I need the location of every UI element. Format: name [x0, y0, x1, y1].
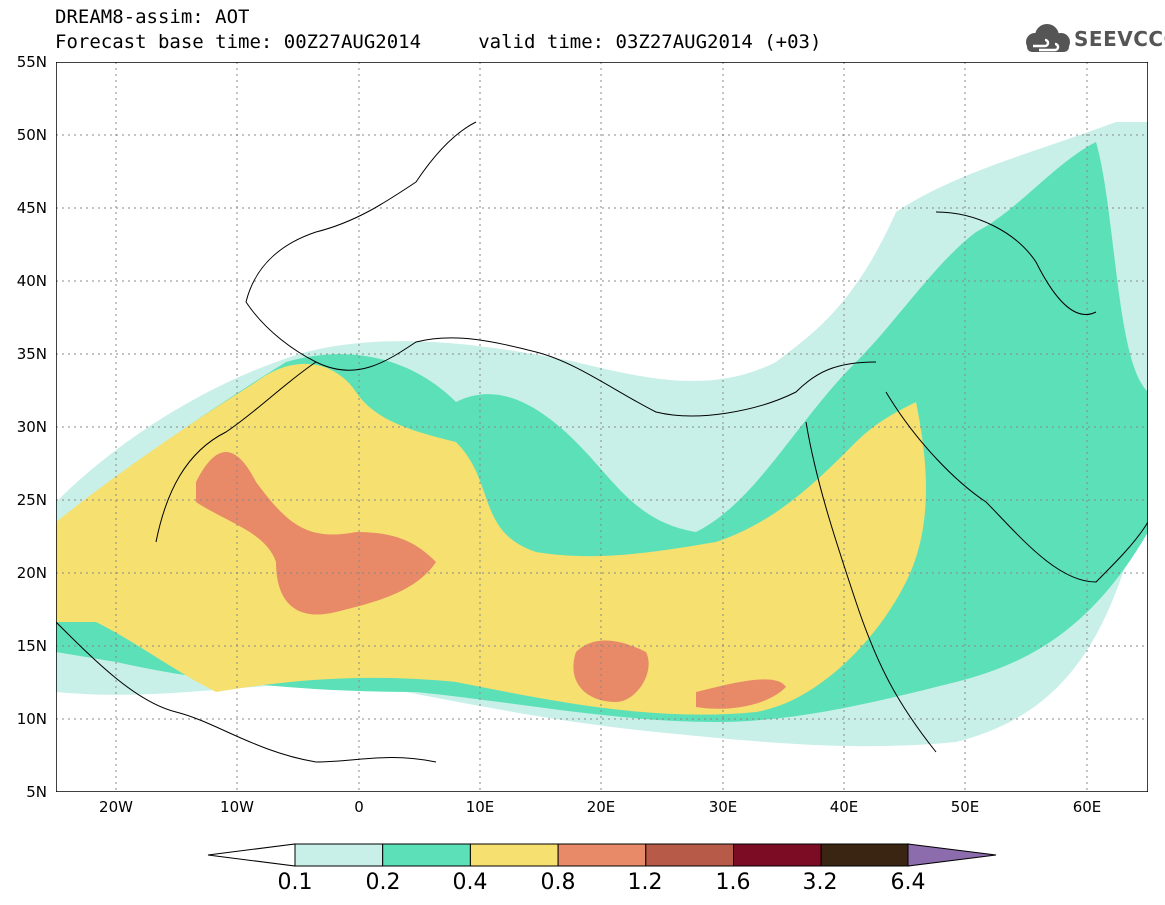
lon-tick-label: 20W	[99, 798, 133, 816]
colorbar	[207, 843, 997, 867]
aot-contour-0-8-sudan	[696, 679, 786, 709]
aot-contour-0-8	[196, 452, 436, 615]
colorbar-label: 0.2	[365, 870, 401, 895]
logo-text: SEEVCCC	[1074, 27, 1165, 51]
lat-tick-label: 20N	[16, 564, 47, 582]
colorbar-cell	[469, 843, 559, 867]
chart-title: DREAM8-assim: AOT	[55, 6, 250, 28]
cloud-icon	[1026, 24, 1070, 52]
colorbar-label: 0.1	[277, 870, 313, 895]
forecast-time-subtitle: Forecast base time: 00Z27AUG2014 valid t…	[55, 31, 822, 53]
colorbar-below-arrow	[207, 843, 296, 867]
colorbar-label: 1.6	[715, 870, 751, 895]
lon-tick-label: 0	[354, 798, 364, 816]
colorbar-cell	[382, 843, 471, 867]
graticule	[56, 62, 1148, 792]
colorbar-cell	[645, 843, 734, 867]
lat-tick-label: 40N	[16, 272, 47, 290]
lon-tick-label: 60E	[1072, 798, 1102, 816]
lat-tick-label: 45N	[16, 199, 47, 217]
lat-tick-label: 30N	[16, 418, 47, 436]
colorbar-above-arrow	[907, 843, 997, 867]
colorbar-cell	[557, 843, 647, 867]
lat-tick-label: 15N	[16, 637, 47, 655]
lat-tick-label: 5N	[26, 783, 47, 801]
lon-tick-label: 10W	[220, 798, 254, 816]
lat-tick-label: 35N	[16, 345, 47, 363]
lon-tick-label: 50E	[950, 798, 980, 816]
colorbar-label: 0.8	[540, 870, 576, 895]
colorbar-cell	[294, 843, 384, 867]
lon-tick-label: 40E	[829, 798, 859, 816]
aot-contour-0-4	[56, 363, 926, 715]
colorbar-label: 1.2	[627, 870, 663, 895]
lon-tick-label: 10E	[465, 798, 495, 816]
lat-tick-label: 25N	[16, 491, 47, 509]
lon-tick-label: 20E	[586, 798, 616, 816]
lat-tick-label: 10N	[16, 710, 47, 728]
lat-tick-label: 50N	[16, 126, 47, 144]
colorbar-cell	[820, 843, 910, 867]
coastlines	[56, 121, 1148, 763]
aot-contour-0-8-chad	[573, 640, 649, 702]
colorbar-label: 3.2	[802, 870, 838, 895]
colorbar-label: 6.4	[890, 870, 926, 895]
aot-map	[56, 62, 1148, 792]
colorbar-label: 0.4	[452, 870, 488, 895]
colorbar-cell	[733, 843, 822, 867]
lat-tick-label: 55N	[16, 53, 47, 71]
lon-tick-label: 30E	[708, 798, 738, 816]
